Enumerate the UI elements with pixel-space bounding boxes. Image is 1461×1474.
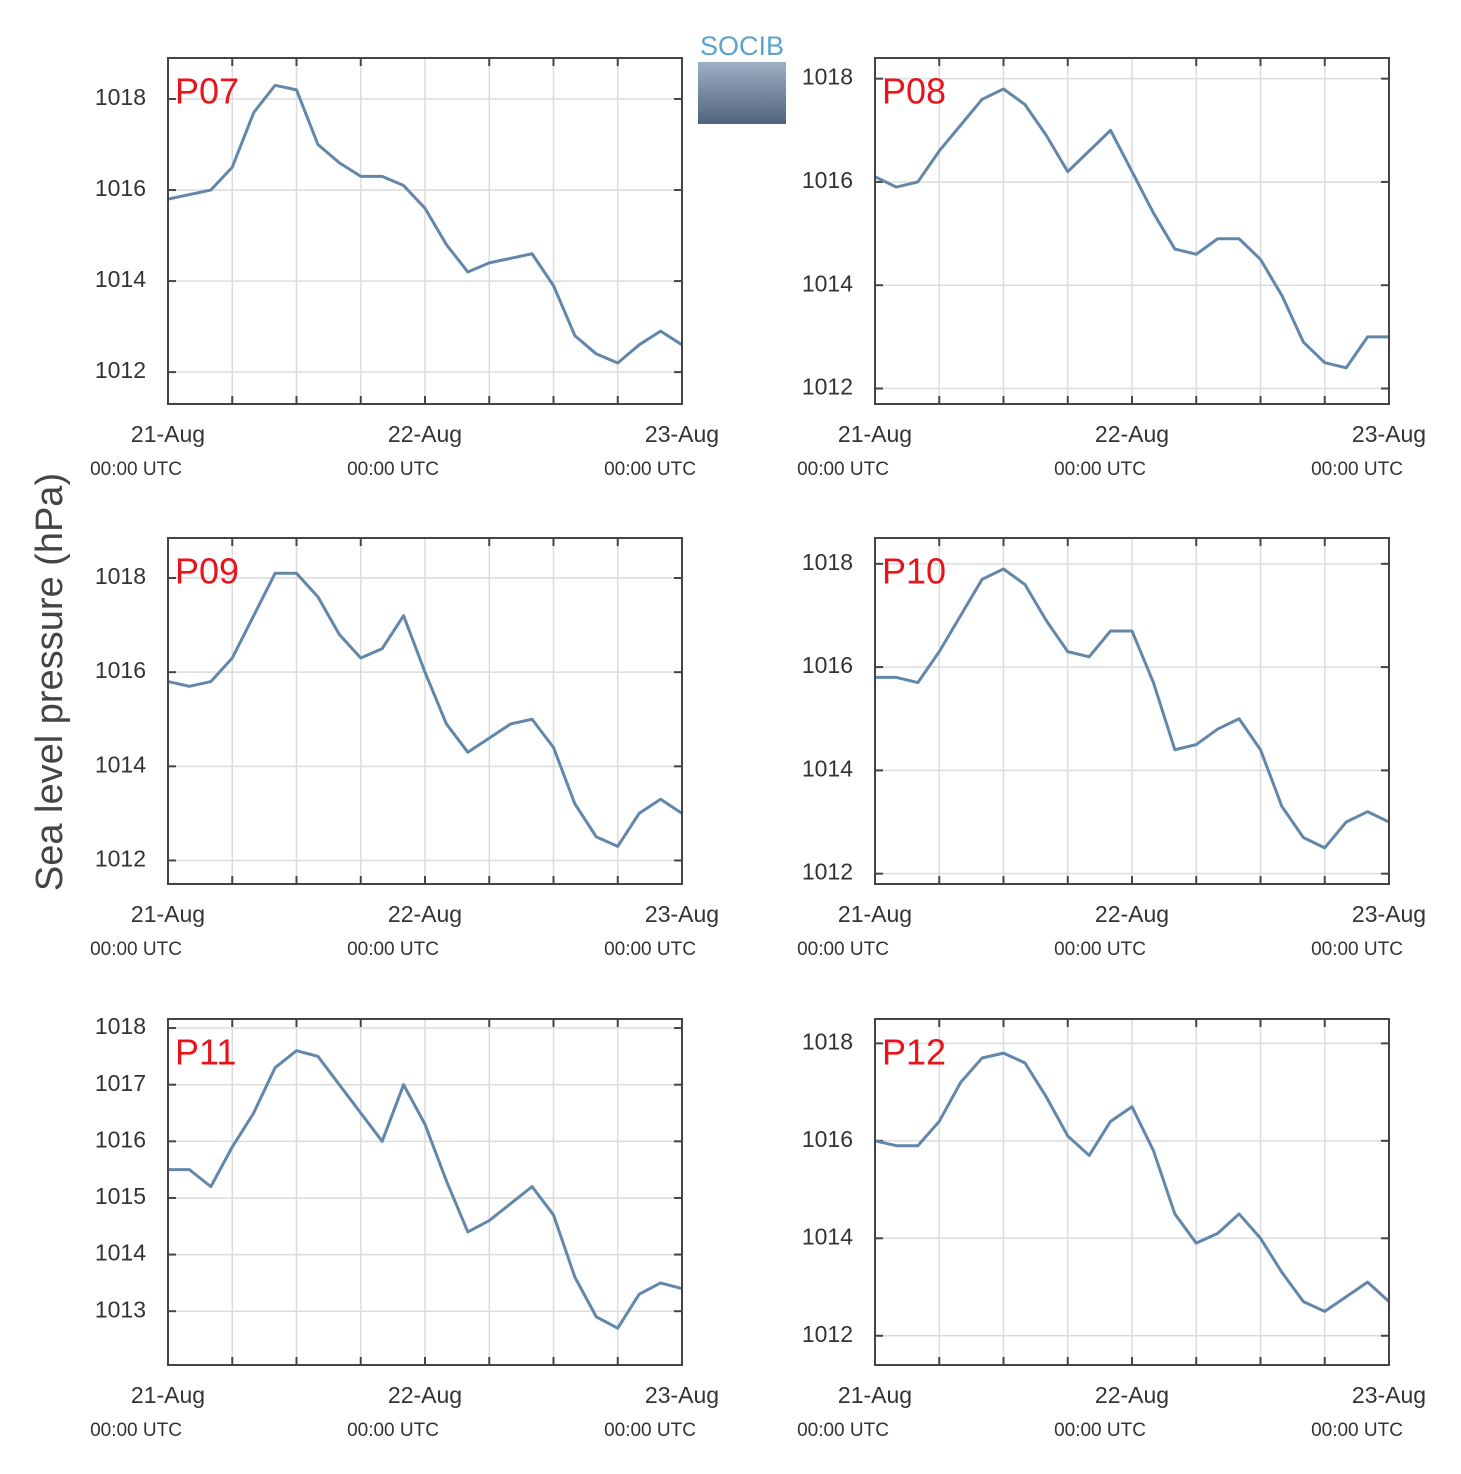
y-tick-label: 1016 bbox=[802, 1126, 853, 1152]
panel-label: P08 bbox=[882, 71, 946, 112]
y-tick-label: 1014 bbox=[802, 755, 853, 781]
panel: 21-Aug 00:00 UTC 22-Aug 00:00 UTC 23-Aug 00:0… bbox=[797, 537, 1426, 960]
y-tick-label: 1018 bbox=[95, 84, 146, 110]
y-tick-label: 1017 bbox=[95, 1070, 146, 1096]
x-tick-label: 23-Aug bbox=[645, 1382, 719, 1408]
x-tick-label: 22-Aug bbox=[388, 901, 462, 927]
logo-box bbox=[698, 62, 786, 124]
x-tick-sublabel: 00:00 UTC bbox=[1311, 1420, 1403, 1441]
y-tick-label: 1016 bbox=[802, 167, 853, 193]
axes-frame bbox=[874, 537, 1390, 885]
y-tick-label: 1012 bbox=[802, 1321, 853, 1347]
panel-label: P09 bbox=[175, 551, 239, 592]
x-tick-label: 23-Aug bbox=[645, 421, 719, 447]
x-tick-sublabel: 00:00 UTC bbox=[90, 939, 182, 960]
y-tick-label: 1014 bbox=[95, 751, 146, 777]
y-tick-label: 1018 bbox=[802, 1028, 853, 1054]
y-tick-label: 1014 bbox=[802, 1223, 853, 1249]
x-tick-sublabel: 00:00 UTC bbox=[604, 939, 696, 960]
y-tick-label: 1014 bbox=[95, 1240, 146, 1266]
panel: 21-Aug 00:00 UTC 22-Aug 00:00 UTC 23-Aug 00:0… bbox=[90, 1013, 719, 1441]
y-tick-label: 1012 bbox=[95, 357, 146, 383]
x-tick-sublabel: 00:00 UTC bbox=[797, 1420, 889, 1441]
axes-frame bbox=[167, 537, 683, 885]
x-tick-label: 22-Aug bbox=[1095, 901, 1169, 927]
panel-label: P11 bbox=[175, 1032, 236, 1073]
x-tick-label: 23-Aug bbox=[1352, 1382, 1426, 1408]
x-tick-label: 21-Aug bbox=[838, 421, 912, 447]
y-axis-label: Sea level pressure (hPa) bbox=[29, 473, 71, 891]
x-tick-label: 22-Aug bbox=[1095, 421, 1169, 447]
x-tick-sublabel: 00:00 UTC bbox=[1054, 939, 1146, 960]
y-tick-label: 1016 bbox=[95, 1126, 146, 1152]
y-tick-label: 1016 bbox=[95, 657, 146, 683]
y-tick-label: 1016 bbox=[802, 652, 853, 678]
axes-frame bbox=[874, 57, 1390, 405]
y-tick-label: 1016 bbox=[95, 175, 146, 201]
y-tick-label: 1014 bbox=[95, 266, 146, 292]
y-tick-label: 1013 bbox=[95, 1296, 146, 1322]
y-tick-label: 1014 bbox=[802, 270, 853, 296]
x-tick-sublabel: 00:00 UTC bbox=[90, 459, 182, 480]
series-line bbox=[168, 1049, 683, 1330]
x-tick-sublabel: 00:00 UTC bbox=[604, 1420, 696, 1441]
axes-frame bbox=[167, 1018, 683, 1366]
x-tick-sublabel: 00:00 UTC bbox=[1054, 1420, 1146, 1441]
x-tick-sublabel: 00:00 UTC bbox=[1054, 459, 1146, 480]
x-tick-label: 23-Aug bbox=[1352, 421, 1426, 447]
x-tick-sublabel: 00:00 UTC bbox=[347, 939, 439, 960]
x-tick-sublabel: 00:00 UTC bbox=[1311, 459, 1403, 480]
y-tick-label: 1018 bbox=[802, 64, 853, 90]
y-tick-label: 1018 bbox=[95, 563, 146, 589]
x-tick-label: 21-Aug bbox=[838, 1382, 912, 1408]
x-tick-label: 22-Aug bbox=[388, 1382, 462, 1408]
logo: SOCIB bbox=[698, 31, 786, 124]
y-tick-label: 1015 bbox=[95, 1183, 146, 1209]
x-tick-label: 22-Aug bbox=[1095, 1382, 1169, 1408]
x-tick-sublabel: 00:00 UTC bbox=[1311, 939, 1403, 960]
x-tick-label: 21-Aug bbox=[131, 421, 205, 447]
series-line bbox=[167, 571, 683, 848]
x-tick-sublabel: 00:00 UTC bbox=[604, 459, 696, 480]
y-tick-label: 1012 bbox=[802, 859, 853, 885]
series-line bbox=[874, 87, 1389, 370]
y-tick-label: 1012 bbox=[95, 846, 146, 872]
axes-frame bbox=[167, 57, 683, 405]
x-tick-label: 21-Aug bbox=[131, 1382, 205, 1408]
x-tick-label: 22-Aug bbox=[388, 421, 462, 447]
series-line bbox=[875, 567, 1390, 850]
x-tick-sublabel: 00:00 UTC bbox=[347, 459, 439, 480]
y-tick-label: 1018 bbox=[95, 1013, 146, 1039]
series-line bbox=[874, 1051, 1391, 1313]
x-tick-sublabel: 00:00 UTC bbox=[90, 1420, 182, 1441]
y-tick-label: 1012 bbox=[802, 374, 853, 400]
x-tick-label: 23-Aug bbox=[645, 901, 719, 927]
x-tick-label: 21-Aug bbox=[838, 901, 912, 927]
panel-label: P12 bbox=[882, 1032, 946, 1073]
panel: 21-Aug 00:00 UTC 22-Aug 00:00 UTC 23-Aug 00:0… bbox=[797, 1018, 1426, 1441]
panel: 21-Aug 00:00 UTC 22-Aug 00:00 UTC 23-Aug 00:0… bbox=[90, 57, 719, 480]
panel: 21-Aug 00:00 UTC 22-Aug 00:00 UTC 23-Aug 00:0… bbox=[797, 57, 1426, 480]
axes-frame bbox=[874, 1018, 1390, 1366]
x-tick-sublabel: 00:00 UTC bbox=[347, 1420, 439, 1441]
panel-label: P10 bbox=[882, 551, 946, 592]
series-line bbox=[167, 83, 683, 365]
panel: 21-Aug 00:00 UTC 22-Aug 00:00 UTC 23-Aug 00:0… bbox=[29, 473, 719, 960]
x-tick-sublabel: 00:00 UTC bbox=[797, 939, 889, 960]
y-tick-label: 1018 bbox=[802, 549, 853, 575]
logo-text: SOCIB bbox=[700, 31, 784, 61]
panel-label: P07 bbox=[175, 71, 239, 112]
x-tick-sublabel: 00:00 UTC bbox=[797, 459, 889, 480]
x-tick-label: 21-Aug bbox=[131, 901, 205, 927]
x-tick-label: 23-Aug bbox=[1352, 901, 1426, 927]
